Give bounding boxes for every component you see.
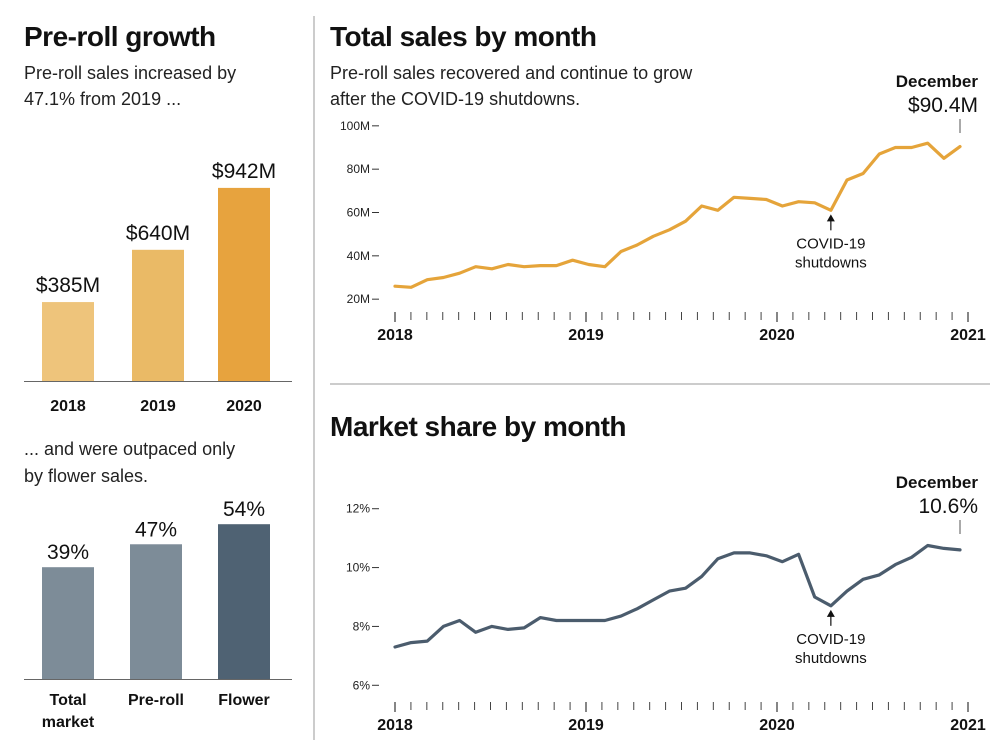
y-tick-label: 12%: [346, 502, 370, 516]
y-tick-label: 40M: [347, 249, 370, 263]
series-line: [395, 143, 960, 287]
annotation-arrow-head: [827, 610, 835, 617]
y-tick-label: 80M: [347, 162, 370, 176]
annotation-arrow-head: [827, 214, 835, 221]
infographic-canvas: Pre-roll growth Pre-roll sales increased…: [0, 0, 994, 746]
end-label-value: $90.4M: [908, 94, 978, 117]
left-subtitle-line-2: 47.1% from 2019 ...: [24, 89, 181, 109]
y-tick-label: 10%: [346, 561, 370, 575]
bar-value-label: $640M: [126, 222, 190, 245]
bar-value-label: 54%: [223, 498, 265, 521]
annotation-label: COVID-19: [796, 235, 865, 252]
y-tick-label: 8%: [353, 619, 371, 633]
annotation-label: shutdowns: [795, 254, 867, 271]
sales-subtitle-line-2: after the COVID-19 shutdowns.: [330, 89, 580, 109]
preroll-growth-bar-chart: $385M 2018 $640M 2019 $942M 2020: [24, 160, 292, 415]
end-label-month: December: [896, 72, 979, 91]
left-subtitle-line-3: ... and were outpaced only: [24, 439, 235, 459]
y-tick-label: 100M: [340, 119, 370, 133]
bar-category-label: Flower: [218, 692, 270, 709]
x-year-label: 2020: [759, 327, 795, 344]
sales-share-bar-chart: 39% Total market 47% Pre-roll 54% Flower: [24, 498, 292, 731]
y-tick-label: 6%: [353, 678, 371, 692]
bar-flower: [218, 524, 270, 679]
bar-value-label: 39%: [47, 541, 89, 564]
x-year-label: 2021: [950, 327, 986, 344]
x-year-label: 2020: [759, 717, 795, 734]
bar-category-label: market: [42, 714, 95, 731]
bar-category-label: 2019: [140, 398, 176, 415]
bar-total-market: [42, 567, 94, 679]
bar-category-label: 2018: [50, 398, 86, 415]
x-year-label: 2021: [950, 717, 986, 734]
bar-category-label: Pre-roll: [128, 692, 184, 709]
annotation-label: shutdowns: [795, 650, 867, 667]
bar-2019: [132, 250, 184, 381]
bar-2020: [218, 188, 270, 381]
left-title: Pre-roll growth: [24, 21, 216, 52]
bar-pre-roll: [130, 544, 182, 679]
left-subtitle-line-4: by flower sales.: [24, 466, 148, 486]
end-label-month: December: [896, 473, 979, 492]
annotation-label: COVID-19: [796, 631, 865, 648]
bar-value-label: $385M: [36, 274, 100, 297]
sales-chart-title: Total sales by month: [330, 21, 596, 52]
x-year-label: 2019: [568, 717, 604, 734]
x-year-label: 2018: [377, 717, 413, 734]
bar-value-label: $942M: [212, 160, 276, 183]
left-subtitle-line-1: Pre-roll sales increased by: [24, 63, 236, 83]
bar-category-label: 2020: [226, 398, 262, 415]
end-label-value: 10.6%: [918, 495, 978, 518]
y-tick-label: 60M: [347, 206, 370, 220]
y-tick-label: 20M: [347, 292, 370, 306]
share-chart-title: Market share by month: [330, 411, 626, 442]
x-year-label: 2019: [568, 327, 604, 344]
bar-category-label: Total: [49, 692, 86, 709]
bar-2018: [42, 302, 94, 381]
x-year-label: 2018: [377, 327, 413, 344]
bar-value-label: 47%: [135, 518, 177, 541]
total-sales-line-chart: 20M 40M 60M 80M 100M 2018 2019 2020 2021 COVID-19…: [340, 72, 986, 344]
series-line: [395, 546, 960, 648]
sales-subtitle-line-1: Pre-roll sales recovered and continue to…: [330, 63, 693, 83]
market-share-line-chart: 6% 8% 10% 12% 2018 2019 2020 2021 COVID-19 shutdo…: [346, 473, 986, 734]
